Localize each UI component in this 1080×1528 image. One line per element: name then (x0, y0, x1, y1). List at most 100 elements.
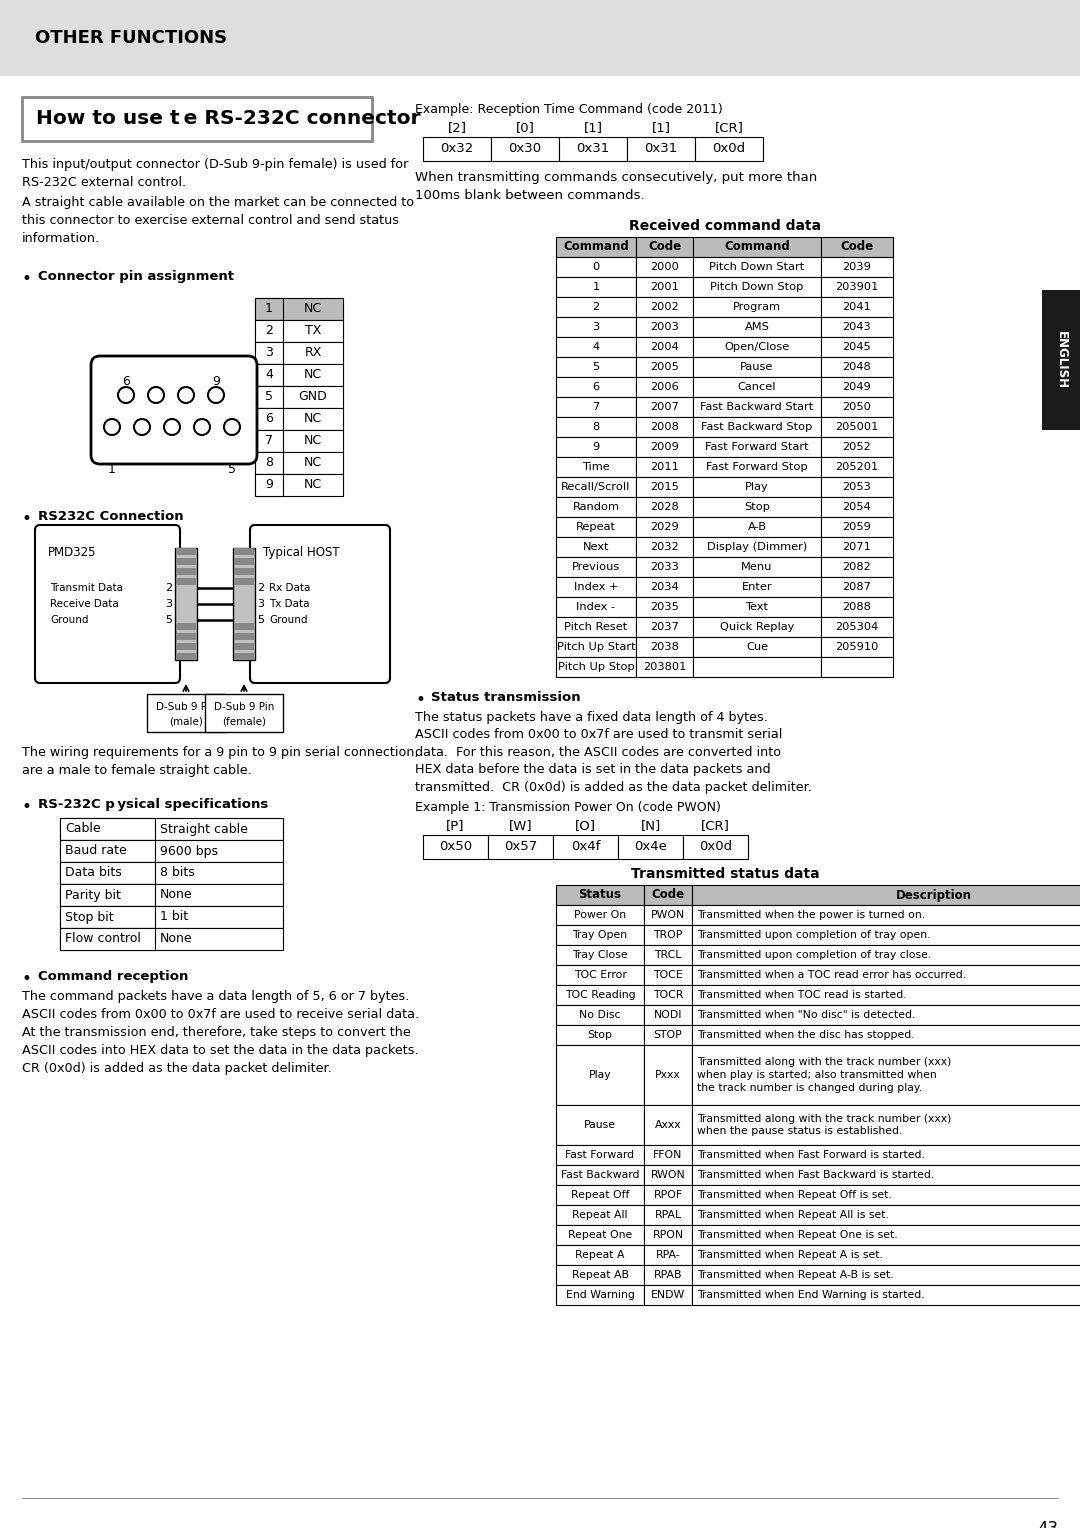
Bar (175, 549, 197, 660)
Bar (556, 885, 644, 905)
Bar (692, 1186, 1080, 1206)
Text: 1: 1 (592, 283, 599, 292)
Text: Repeat All: Repeat All (572, 1210, 627, 1219)
Text: 0x0d: 0x0d (699, 840, 732, 854)
Text: 3: 3 (592, 322, 599, 332)
Text: Code: Code (648, 240, 681, 254)
Text: RPON: RPON (652, 1230, 684, 1241)
Bar (60, 817, 156, 840)
Bar (636, 617, 693, 637)
Bar (255, 342, 343, 364)
Bar (556, 1245, 644, 1265)
Text: Ground: Ground (50, 614, 89, 625)
Text: 0x30: 0x30 (509, 142, 541, 156)
Text: Description: Description (896, 888, 972, 902)
Bar (821, 338, 893, 358)
Bar (255, 342, 283, 364)
Bar (636, 296, 693, 316)
Bar (556, 257, 636, 277)
Bar (636, 377, 693, 397)
Text: Tray Open: Tray Open (572, 931, 627, 940)
Text: TOCR: TOCR (652, 990, 684, 999)
Bar (556, 316, 636, 338)
Text: Repeat A: Repeat A (576, 1250, 624, 1261)
Text: 2009: 2009 (650, 442, 679, 452)
Bar (255, 408, 343, 429)
Text: 2071: 2071 (842, 542, 872, 552)
Bar (176, 558, 195, 565)
Text: Stop: Stop (588, 1030, 612, 1041)
Bar (556, 338, 636, 358)
Bar (255, 474, 343, 497)
Bar (693, 558, 821, 578)
Text: Tray Close: Tray Close (572, 950, 627, 960)
Bar (234, 568, 254, 575)
Text: RPAL: RPAL (654, 1210, 681, 1219)
Bar (636, 637, 693, 657)
Text: (male): (male) (170, 717, 203, 727)
Bar (60, 862, 283, 885)
Text: 2: 2 (257, 584, 265, 593)
Text: None: None (160, 932, 192, 946)
Text: AMS: AMS (744, 322, 769, 332)
Bar (556, 986, 644, 1005)
Text: [1]: [1] (651, 121, 671, 134)
Bar (234, 549, 254, 555)
Bar (556, 578, 636, 597)
Bar (693, 516, 821, 536)
Text: Transmitted when Repeat A is set.: Transmitted when Repeat A is set. (697, 1250, 882, 1261)
Text: Stop bit: Stop bit (65, 911, 113, 923)
Text: Repeat: Repeat (576, 523, 616, 532)
Bar (821, 558, 893, 578)
Bar (255, 408, 283, 429)
Text: ENDW: ENDW (651, 1290, 685, 1300)
Text: PMD325: PMD325 (48, 545, 96, 559)
Text: 3: 3 (165, 599, 172, 610)
Text: 2029: 2029 (650, 523, 679, 532)
Bar (255, 474, 283, 497)
Text: Tx Data: Tx Data (269, 599, 310, 610)
Text: Transmitted when Fast Backward is started.: Transmitted when Fast Backward is starte… (697, 1170, 934, 1180)
Text: TX: TX (305, 324, 321, 338)
Bar (692, 905, 1080, 924)
Text: 1 bit: 1 bit (160, 911, 188, 923)
Text: 2006: 2006 (650, 382, 679, 393)
Bar (255, 298, 343, 319)
Bar (636, 536, 693, 558)
Bar (821, 237, 893, 257)
Text: 0x4e: 0x4e (634, 840, 667, 854)
Bar (821, 296, 893, 316)
Bar (636, 316, 693, 338)
Bar (556, 1225, 644, 1245)
Bar (644, 1225, 692, 1245)
Text: Power On: Power On (573, 911, 626, 920)
Bar (821, 637, 893, 657)
Bar (821, 516, 893, 536)
FancyBboxPatch shape (249, 526, 390, 683)
Text: TOCE: TOCE (653, 970, 683, 979)
Text: Transmitted when TOC read is started.: Transmitted when TOC read is started. (697, 990, 906, 999)
Text: Fast Forward Start: Fast Forward Start (705, 442, 809, 452)
Text: Time: Time (582, 461, 610, 472)
Text: 2: 2 (265, 324, 273, 338)
Bar (693, 617, 821, 637)
Text: Random: Random (572, 503, 620, 512)
Bar (255, 387, 283, 408)
Bar (234, 643, 254, 649)
Bar (821, 457, 893, 477)
Text: [N]: [N] (640, 819, 661, 833)
Bar (205, 694, 283, 732)
Bar (644, 885, 692, 905)
Text: 2059: 2059 (842, 523, 872, 532)
Bar (491, 138, 559, 160)
Bar (636, 437, 693, 457)
Bar (559, 138, 627, 160)
Text: Transmitted when End Warning is started.: Transmitted when End Warning is started. (697, 1290, 924, 1300)
Text: TROP: TROP (653, 931, 683, 940)
Text: A-B: A-B (747, 523, 767, 532)
Text: 6: 6 (593, 382, 599, 393)
Text: Pitch Reset: Pitch Reset (565, 622, 627, 633)
Text: 4: 4 (593, 342, 599, 351)
Text: Play: Play (745, 481, 769, 492)
Bar (556, 358, 636, 377)
